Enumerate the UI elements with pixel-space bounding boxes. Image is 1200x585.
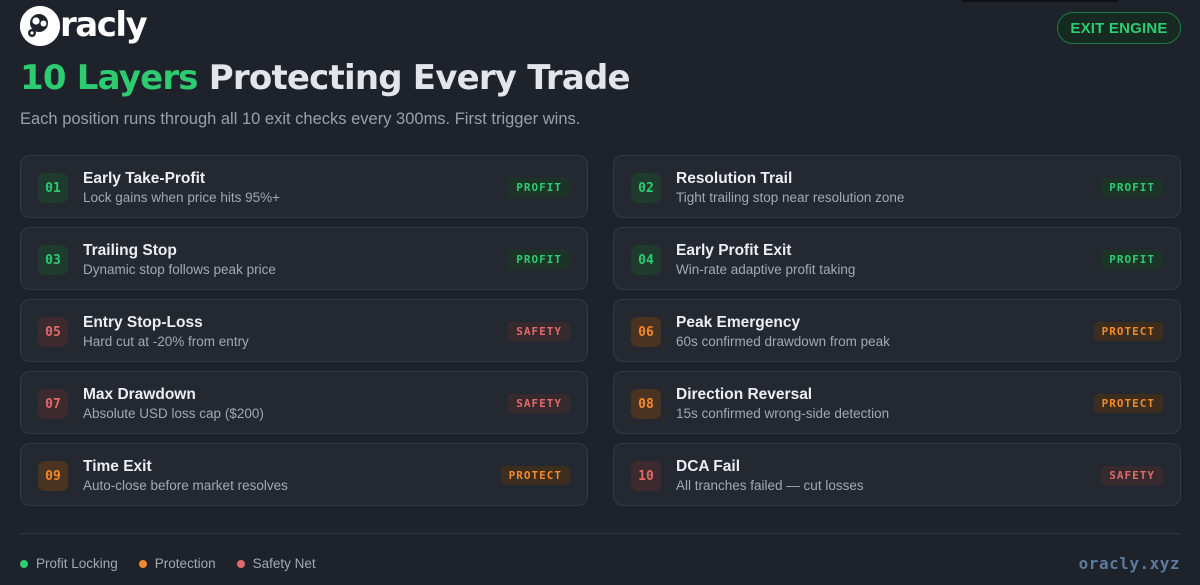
top-edge-bar	[962, 0, 1118, 2]
layer-title: Peak Emergency	[676, 314, 801, 331]
page-title-accent: 10 Layers	[20, 58, 199, 98]
layer-badge-profit: PROFIT	[508, 178, 570, 197]
page-subtitle: Each position runs through all 10 exit c…	[20, 110, 581, 128]
layer-title: DCA Fail	[676, 458, 741, 475]
brand-logo[interactable]: racly	[20, 4, 148, 46]
layer-description: 15s confirmed wrong-side detection	[676, 406, 890, 421]
legend-item-profit: Profit Locking	[20, 556, 118, 571]
layer-grid: 01 Early Take-Profit Lock gains when price…	[20, 155, 1181, 506]
legend-item-safety: Safety Net	[236, 556, 316, 571]
site-url[interactable]: oracly.xyz	[1078, 554, 1180, 573]
layer-card[interactable]: 06 Peak Emergency 60s confirmed drawdown f…	[613, 299, 1181, 362]
layer-title: Early Take-Profit	[83, 170, 206, 187]
layer-badge-profit: PROFIT	[1101, 250, 1163, 269]
layer-badge-profit: PROFIT	[1101, 178, 1163, 197]
layer-card[interactable]: 02 Resolution Trail Tight trailing stop ne…	[613, 155, 1181, 218]
layer-number: 10	[631, 461, 661, 491]
layer-card[interactable]: 03 Trailing Stop Dynamic stop follows peak…	[20, 227, 588, 290]
exit-engine-button[interactable]: EXIT ENGINE	[1057, 12, 1181, 44]
layer-title: Early Profit Exit	[676, 242, 792, 259]
layer-title: Direction Reversal	[676, 386, 813, 403]
layer-title: Time Exit	[83, 458, 152, 475]
layer-badge-protect: PROTECT	[1093, 322, 1163, 341]
layer-card[interactable]: 09 Time Exit Auto-close before market reso…	[20, 443, 588, 506]
oracly-logo-icon	[20, 6, 60, 46]
layer-description: Auto-close before market resolves	[83, 478, 288, 493]
layer-number: 09	[38, 461, 68, 491]
layer-card[interactable]: 07 Max Drawdown Absolute USD loss cap ($20…	[20, 371, 588, 434]
layer-number: 07	[38, 389, 68, 419]
layer-description: All tranches failed — cut losses	[676, 478, 864, 493]
layer-badge-safety: SAFETY	[508, 322, 570, 341]
legend-label: Safety Net	[252, 556, 316, 571]
layer-badge-safety: SAFETY	[1101, 466, 1163, 485]
page-title: 10 Layers Protecting Every Trade	[20, 58, 631, 98]
legend: Profit Locking Protection Safety Net	[20, 556, 337, 571]
layer-title: Resolution Trail	[676, 170, 793, 187]
legend-dot-icon	[138, 559, 147, 568]
layer-title: Entry Stop-Loss	[83, 314, 203, 331]
layer-card[interactable]: 01 Early Take-Profit Lock gains when price…	[20, 155, 588, 218]
layer-description: Dynamic stop follows peak price	[83, 262, 276, 277]
layer-number: 02	[631, 173, 661, 203]
layer-number: 06	[631, 317, 661, 347]
layer-badge-profit: PROFIT	[508, 250, 570, 269]
footer-divider	[20, 533, 1181, 534]
layer-title: Trailing Stop	[83, 242, 177, 259]
logo-text: racly	[60, 4, 148, 45]
layer-number: 08	[631, 389, 661, 419]
layer-number: 04	[631, 245, 661, 275]
layer-badge-protect: PROTECT	[1093, 394, 1163, 413]
layer-card[interactable]: 08 Direction Reversal 15s confirmed wrong-…	[613, 371, 1181, 434]
layer-number: 03	[38, 245, 68, 275]
layer-card[interactable]: 04 Early Profit Exit Win-rate adaptive pro…	[613, 227, 1181, 290]
page-title-rest: Protecting Every Trade	[208, 58, 631, 98]
layer-number: 05	[38, 317, 68, 347]
layer-description: Tight trailing stop near resolution zone	[676, 190, 905, 205]
layer-description: Lock gains when price hits 95%+	[83, 190, 280, 205]
legend-label: Protection	[154, 556, 216, 571]
legend-label: Profit Locking	[36, 556, 118, 571]
layer-badge-protect: PROTECT	[500, 466, 570, 485]
layer-card[interactable]: 10 DCA Fail All tranches failed — cut loss…	[613, 443, 1181, 506]
legend-dot-icon	[20, 559, 28, 568]
layer-description: Hard cut at -20% from entry	[83, 334, 249, 349]
legend-item-protect: Protection	[138, 556, 216, 571]
layer-description: Absolute USD loss cap ($200)	[83, 406, 264, 421]
layer-description: Win-rate adaptive profit taking	[676, 262, 856, 277]
layer-number: 01	[38, 173, 68, 203]
layer-title: Max Drawdown	[83, 386, 196, 403]
layer-card[interactable]: 05 Entry Stop-Loss Hard cut at -20% from e…	[20, 299, 588, 362]
layer-description: 60s confirmed drawdown from peak	[676, 334, 890, 349]
legend-dot-icon	[236, 559, 245, 568]
layer-badge-safety: SAFETY	[508, 394, 570, 413]
